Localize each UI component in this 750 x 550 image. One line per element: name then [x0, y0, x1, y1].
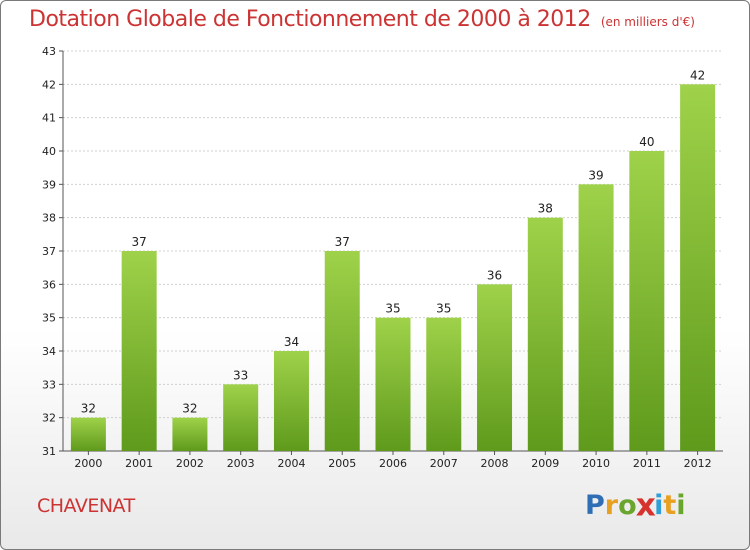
bar-2000 — [70, 417, 106, 451]
y-tick-label-43: 43 — [42, 45, 56, 58]
bar-2003 — [223, 384, 259, 451]
x-tick-label-2001: 2001 — [125, 457, 153, 470]
bar-label-2008: 36 — [487, 268, 502, 282]
x-tick-label-2002: 2002 — [176, 457, 204, 470]
x-tick-label-2004: 2004 — [277, 457, 305, 470]
bar-label-2006: 35 — [385, 302, 400, 316]
logo-letter-5: t — [663, 490, 677, 521]
bar-value-labels: 32 37 32 33 34 37 35 35 36 38 39 40 42 — [81, 68, 706, 415]
bar-2010 — [578, 184, 614, 452]
bar-label-2007: 35 — [436, 302, 451, 316]
bar-label-2003: 33 — [233, 368, 248, 382]
x-tick-label-2006: 2006 — [379, 457, 407, 470]
chart-title-text: Dotation Globale de Fonctionnement de 20… — [29, 7, 591, 32]
y-tick-label-35: 35 — [42, 312, 56, 325]
bar-label-2012: 42 — [690, 68, 705, 82]
y-tick-label-40: 40 — [42, 145, 56, 158]
bar-label-2010: 39 — [588, 168, 603, 182]
bar-label-2000: 32 — [81, 402, 96, 416]
bar-2012 — [680, 84, 716, 451]
logo-letter-2: o — [618, 490, 637, 521]
x-tick-label-2007: 2007 — [430, 457, 458, 470]
y-tick-label-39: 39 — [42, 178, 56, 191]
y-tick-label-42: 42 — [42, 78, 56, 91]
logo-letter-1: r — [604, 490, 619, 521]
x-tick-label-2008: 2008 — [481, 457, 509, 470]
y-tick-label-34: 34 — [42, 345, 56, 358]
bar-2009 — [527, 217, 563, 451]
bar-label-2005: 37 — [335, 235, 350, 249]
logo-letter-4: i — [654, 490, 664, 521]
bar-2008 — [477, 284, 513, 451]
logo-letter-6: i — [676, 490, 686, 521]
bar-2011 — [629, 151, 665, 451]
x-tick-label-2003: 2003 — [227, 457, 255, 470]
x-tick-label-2010: 2010 — [582, 457, 610, 470]
x-tick-label-2000: 2000 — [74, 457, 102, 470]
bar-label-2004: 34 — [284, 335, 299, 349]
y-tick-labels: 31 32 33 34 35 36 37 38 39 40 41 42 43 — [42, 45, 56, 458]
bar-label-2002: 32 — [182, 402, 197, 416]
y-tick-label-38: 38 — [42, 212, 56, 225]
x-tick-label-2011: 2011 — [633, 457, 661, 470]
logo-letter-3: x — [635, 487, 656, 524]
bar-2006 — [375, 317, 411, 451]
x-tick-labels: 2000 2001 2002 2003 2004 2005 2006 2007 2008 2009… — [74, 457, 711, 470]
y-tick-label-41: 41 — [42, 112, 56, 125]
bar-label-2011: 40 — [639, 135, 654, 149]
y-tick-label-32: 32 — [42, 412, 56, 425]
bars — [70, 84, 716, 452]
y-tick-label-33: 33 — [42, 378, 56, 391]
y-tick-label-31: 31 — [42, 445, 56, 458]
bar-2007 — [426, 317, 462, 451]
proxiti-logo: Proxiti — [585, 487, 686, 524]
bar-2004 — [273, 351, 309, 451]
logo-letter-0: P — [585, 490, 605, 521]
bar-2002 — [172, 417, 208, 451]
commune-name: CHAVENAT — [37, 495, 135, 517]
bar-2005 — [324, 251, 360, 451]
x-tick-label-2005: 2005 — [328, 457, 356, 470]
x-tick-label-2009: 2009 — [531, 457, 559, 470]
bar-2001 — [121, 251, 157, 451]
x-tick-label-2012: 2012 — [684, 457, 712, 470]
bar-label-2001: 37 — [132, 235, 147, 249]
bar-label-2009: 38 — [538, 202, 553, 216]
chart-title: Dotation Globale de Fonctionnement de 20… — [29, 7, 695, 32]
y-tick-label-36: 36 — [42, 278, 56, 291]
chart-subtitle: (en milliers d'€) — [600, 15, 695, 29]
y-tick-label-37: 37 — [42, 245, 56, 258]
